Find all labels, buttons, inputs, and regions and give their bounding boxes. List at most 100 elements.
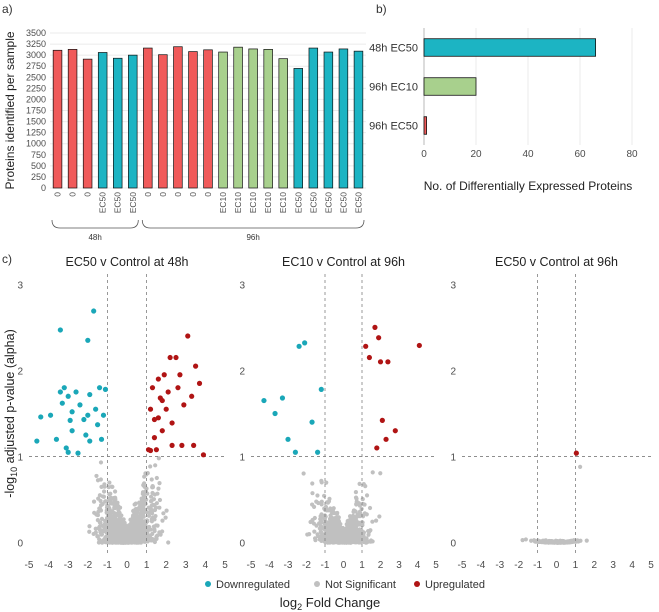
volcano-point-upregulated — [147, 447, 154, 454]
volcano-point-not-significant — [310, 502, 315, 507]
panel-a-ytick-label: 1000 — [26, 139, 46, 149]
volcano-xtick-label: 2 — [592, 560, 598, 571]
volcano-point-upregulated — [363, 343, 369, 349]
volcano-xtick-label: 0 — [554, 560, 560, 571]
panel-a-xtick-label: EC10 — [218, 192, 228, 214]
volcano-xtick-label: -1 — [103, 560, 112, 571]
volcano-point-not-significant — [92, 510, 97, 515]
volcano-point-not-significant — [318, 514, 323, 519]
volcano-point-downregulated — [69, 428, 75, 434]
panel-a-bar — [173, 46, 183, 189]
panel-c-volcano-plots: EC50 v Control at 48h-5 -4 -3 -2 -1 0 1 2 3 4 5012… — [3, 255, 654, 612]
volcano-point-not-significant — [353, 509, 358, 514]
panel-a-ytick-label: 1500 — [26, 117, 46, 127]
legend-label: Upregulated — [425, 579, 485, 591]
panel-a-xtick-label: EC50 — [338, 192, 348, 214]
volcano-point-not-significant — [87, 524, 92, 529]
volcano-point-not-significant — [97, 537, 102, 542]
volcano-point-not-significant — [353, 489, 359, 495]
volcano-x-axis-title: log2 Fold Change — [280, 595, 380, 612]
panel-a-ytick-label: 0 — [41, 183, 46, 193]
panel-b-bar — [423, 116, 427, 135]
volcano-facet-title: EC50 v Control at 48h — [66, 255, 189, 269]
volcano-xtick-label: 2 — [163, 560, 169, 571]
volcano-point-not-significant — [370, 470, 375, 475]
volcano-point-not-significant — [94, 473, 99, 479]
volcano-point-upregulated — [151, 435, 158, 441]
volcano-point-not-significant — [153, 463, 158, 468]
volcano-point-not-significant — [334, 526, 339, 531]
volcano-point-not-significant — [364, 493, 370, 498]
volcano-point-not-significant — [357, 481, 362, 487]
volcano-point-upregulated — [189, 393, 195, 399]
volcano-point-not-significant — [108, 518, 113, 523]
volcano-point-upregulated — [191, 442, 197, 448]
panel-a-ytick-label: 2000 — [26, 94, 46, 104]
panel-b-xtick-label: 60 — [574, 149, 586, 160]
volcano-point-upregulated — [173, 354, 179, 361]
volcano-y-axis-title-subscript: 10 — [9, 467, 19, 477]
volcano-xtick-label: -3 — [64, 560, 73, 571]
volcano-point-not-significant — [368, 528, 373, 533]
panel-a-xtick-label: 0 — [53, 192, 63, 197]
volcano-point-not-significant — [105, 511, 110, 516]
volcano-point-downregulated — [75, 450, 81, 456]
volcano-facet-title: EC50 v Control at 96h — [495, 255, 618, 269]
volcano-point-not-significant — [129, 525, 134, 530]
panel-a-xtick-label: EC50 — [98, 192, 108, 214]
volcano-point-not-significant — [115, 500, 120, 505]
panel-a-bar — [113, 57, 123, 189]
panel-a-bar — [308, 47, 319, 189]
panel-a-xtick-label: EC50 — [128, 192, 138, 214]
volcano-point-not-significant — [315, 493, 320, 498]
volcano-point-downregulated — [98, 436, 105, 442]
volcano-point-not-significant — [164, 508, 169, 513]
volcano-point-not-significant — [339, 537, 344, 542]
volcano-point-not-significant — [134, 511, 139, 516]
volcano-xtick-label: 4 — [415, 560, 421, 571]
volcano-point-not-significant — [91, 499, 97, 504]
volcano-point-downregulated — [83, 432, 89, 438]
panel-a-ytick-label: 1250 — [26, 128, 46, 138]
volcano-point-not-significant — [154, 534, 159, 539]
legend-label: Downregulated — [216, 579, 290, 591]
volcano-xtick-label: -5 — [247, 560, 256, 571]
volcano-point-not-significant — [330, 508, 335, 513]
volcano-point-not-significant — [340, 532, 345, 537]
volcano-point-not-significant — [328, 528, 334, 534]
panel-a-bar — [338, 48, 349, 189]
volcano-point-not-significant — [95, 534, 100, 539]
volcano-xtick-label: 4 — [629, 560, 635, 571]
volcano-point-downregulated — [34, 438, 40, 444]
volcano-y-axis-title-part: adjusted p-value (alpha) — [3, 329, 17, 467]
volcano-point-upregulated — [175, 385, 181, 391]
volcano-xtick-label: -1 — [321, 560, 330, 571]
legend-swatch — [205, 581, 211, 587]
volcano-point-not-significant — [319, 502, 324, 507]
panel-a-xtick-label: 0 — [68, 192, 78, 197]
volcano-point-downregulated — [315, 449, 321, 455]
volcano-point-upregulated — [177, 372, 183, 378]
volcano-point-not-significant — [98, 460, 104, 465]
volcano-point-not-significant — [554, 539, 559, 545]
volcano-point-downregulated — [85, 337, 91, 343]
volcano-not-significant-points — [87, 456, 171, 545]
volcano-point-not-significant — [150, 485, 156, 490]
volcano-point-not-significant — [110, 484, 115, 489]
volcano-point-not-significant — [107, 480, 112, 485]
volcano-xtick-label: -3 — [495, 560, 504, 571]
volcano-ytick-label: 1 — [239, 453, 245, 464]
volcano-point-not-significant — [357, 527, 362, 532]
volcano-point-not-significant — [149, 503, 154, 508]
volcano-point-not-significant — [117, 533, 122, 538]
volcano-point-not-significant — [95, 518, 100, 523]
volcano-point-not-significant — [314, 523, 319, 528]
volcano-ytick-label: 2 — [17, 366, 23, 377]
volcano-facet: EC50 v Control at 48h -5 -4 -3 -2 -1 0 1 2 3 4 5 0 1 2… — [17, 255, 228, 571]
legend-label: Not Significant — [325, 579, 396, 591]
volcano-point-not-significant — [112, 489, 118, 494]
volcano-not-significant-points — [520, 464, 589, 545]
volcano-point-not-significant — [156, 486, 161, 491]
volcano-point-upregulated — [151, 416, 158, 423]
volcano-point-upregulated — [165, 389, 171, 395]
